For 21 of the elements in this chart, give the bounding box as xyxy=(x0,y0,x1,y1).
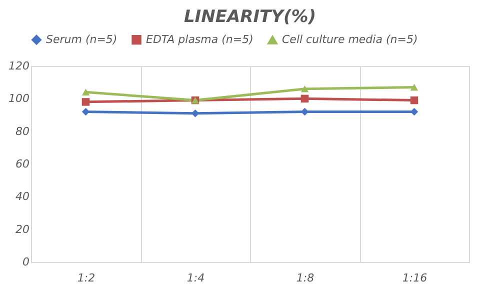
y-tick-label: 100 xyxy=(8,92,30,106)
y-tick-label: 80 xyxy=(16,124,30,138)
point xyxy=(410,96,418,104)
x-tick-label: 1:2 xyxy=(77,272,96,284)
x-tick-label: 1:8 xyxy=(296,272,314,284)
legend-label: Cell culture media (n=5) xyxy=(282,33,418,46)
y-tick-label: 120 xyxy=(8,60,30,72)
point xyxy=(300,94,309,103)
x-tick-label: 1:16 xyxy=(402,272,428,284)
point xyxy=(410,84,418,91)
y-tick-label: 40 xyxy=(16,190,30,204)
legend-label: Serum (n=5) xyxy=(46,32,118,46)
chart-title: LINEARITY(%) xyxy=(184,7,316,27)
point xyxy=(300,86,309,92)
point xyxy=(82,98,90,106)
legend-label: EDTA plasma (n=5) xyxy=(146,32,254,46)
y-tick-label: 60 xyxy=(16,158,30,170)
x-tick-label: 1:4 xyxy=(186,272,205,284)
y-tick-label: 0 xyxy=(22,256,30,268)
y-tick-label: 20 xyxy=(16,222,30,236)
point xyxy=(82,88,90,96)
